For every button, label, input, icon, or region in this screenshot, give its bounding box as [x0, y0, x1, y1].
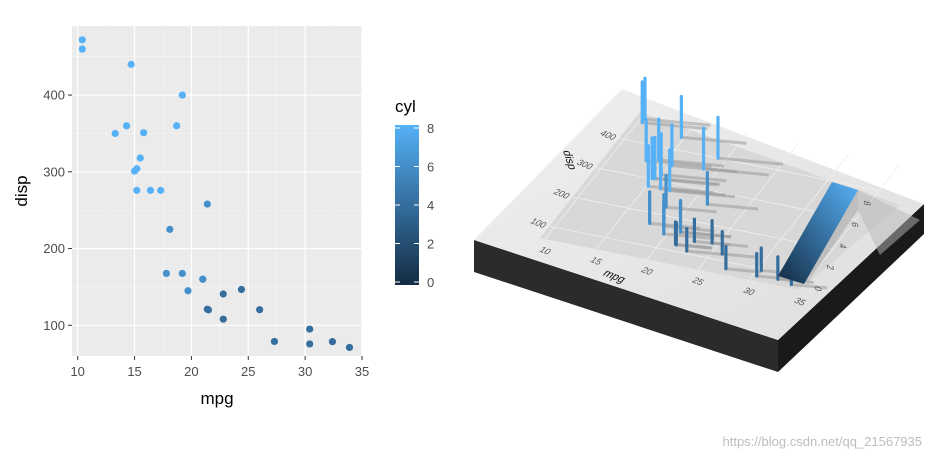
3d-legend-ticks: 0 2 4 6 8 — [812, 200, 872, 292]
3d-column-shadow — [669, 189, 736, 199]
3d-column-shadow — [644, 117, 711, 127]
x-tick-label: 35 — [355, 364, 369, 379]
3d-legend-tick-label: 4 — [837, 243, 848, 250]
legend-tick-label: 4 — [427, 198, 434, 213]
data-point — [166, 225, 174, 233]
3d-column-shadow — [646, 159, 712, 169]
x-tick-label: 15 — [127, 364, 141, 379]
data-point — [78, 45, 86, 53]
data-point — [178, 269, 186, 278]
3d-column-shadow — [665, 205, 717, 214]
data-point — [204, 306, 213, 314]
3d-point-columns — [640, 76, 793, 287]
3d-x-tick-label: 30 — [741, 286, 757, 297]
data-point — [162, 269, 170, 278]
data-point — [111, 129, 119, 138]
data-point — [130, 167, 139, 175]
3d-legend-tick-label: 8 — [862, 200, 873, 207]
3d-column-shadow — [722, 252, 759, 259]
3d-column-shadow — [756, 274, 793, 281]
data-point — [133, 186, 141, 194]
data-point — [173, 122, 181, 130]
3d-column-shadow — [707, 202, 759, 211]
3d-column-shadow — [686, 249, 723, 256]
data-point — [78, 36, 86, 44]
y-tick-label: 400 — [43, 88, 65, 103]
3d-column-shadow — [717, 156, 784, 166]
3d-column-shadow — [661, 173, 727, 183]
x-tick-label: 20 — [184, 364, 198, 379]
color-legend: cyl 0 2 4 6 8 — [395, 97, 434, 290]
3d-x-grid — [748, 153, 850, 281]
3d-x-tick-label: 35 — [792, 296, 808, 307]
legend-ticks: 0 2 4 6 8 — [395, 121, 434, 290]
data-point — [219, 290, 227, 298]
data-point — [146, 186, 155, 194]
3d-x-tick-label: 20 — [639, 265, 655, 276]
3d-legend-tick-label: 6 — [849, 221, 860, 228]
data-point — [328, 338, 337, 346]
3d-x-grid — [544, 112, 646, 240]
x-tick-label: 25 — [241, 364, 255, 379]
data-point — [127, 60, 135, 68]
data-point — [219, 315, 227, 323]
watermark: https://blog.csdn.net/qq_21567935 — [723, 434, 923, 449]
x-axis-ticks: 10 15 20 25 30 35 — [70, 356, 369, 379]
x-tick-label: 30 — [298, 364, 312, 379]
legend-tick-label: 8 — [427, 121, 434, 136]
3d-x-tick-label: 10 — [537, 245, 553, 256]
data-points — [78, 36, 354, 352]
x-tick-label: 10 — [70, 364, 84, 379]
3d-column-shadow — [676, 243, 713, 250]
data-point — [136, 154, 144, 162]
3d-x-ticks: 10 15 20 25 30 35 — [537, 245, 808, 307]
3d-column-shadow — [663, 224, 715, 233]
3d-x-grid — [646, 133, 748, 260]
x-axis-title: mpg — [200, 389, 233, 408]
legend-tick-label: 6 — [427, 160, 434, 175]
data-point — [345, 343, 354, 352]
data-point — [306, 325, 314, 333]
data-point — [270, 337, 279, 346]
data-point — [203, 200, 211, 208]
3d-legend-cast-shadow — [858, 190, 920, 255]
3d-x-grid — [595, 122, 697, 250]
data-point — [140, 129, 148, 137]
3d-y-grid — [572, 196, 833, 250]
data-point — [199, 275, 207, 283]
data-point — [237, 285, 246, 294]
y-tick-label: 100 — [43, 318, 65, 333]
3d-x-tick-label: 15 — [588, 255, 604, 266]
3d-legend-colorbar — [778, 182, 858, 284]
data-point — [122, 122, 131, 130]
3d-column-shadow — [642, 121, 708, 131]
data-point — [184, 287, 192, 295]
legend-title: cyl — [395, 97, 416, 116]
y-axis-ticks: 100 200 300 400 — [43, 88, 72, 333]
plot-panel — [72, 26, 362, 356]
3d-legend-tick-label: 2 — [825, 264, 836, 271]
y-tick-label: 200 — [43, 241, 65, 256]
data-point — [157, 186, 165, 194]
3d-x-tick-label: 25 — [690, 276, 706, 287]
data-point — [306, 340, 314, 348]
scatter-plot: 10 15 20 25 30 35 100 200 300 400 mpg disp — [12, 26, 369, 408]
legend-tick-label: 0 — [427, 275, 434, 290]
data-point — [178, 91, 186, 99]
3d-column-shadow — [681, 135, 747, 145]
3d-column-shadow — [791, 283, 828, 290]
3d-legend-tick-label: 0 — [812, 285, 823, 292]
board-front-side — [474, 240, 778, 372]
legend-tick-label: 2 — [427, 237, 434, 252]
y-axis-title: disp — [12, 175, 31, 206]
y-tick-label: 300 — [43, 164, 65, 179]
grid-lines — [72, 26, 363, 356]
3d-column-shadow — [663, 232, 715, 241]
data-point — [256, 306, 264, 314]
